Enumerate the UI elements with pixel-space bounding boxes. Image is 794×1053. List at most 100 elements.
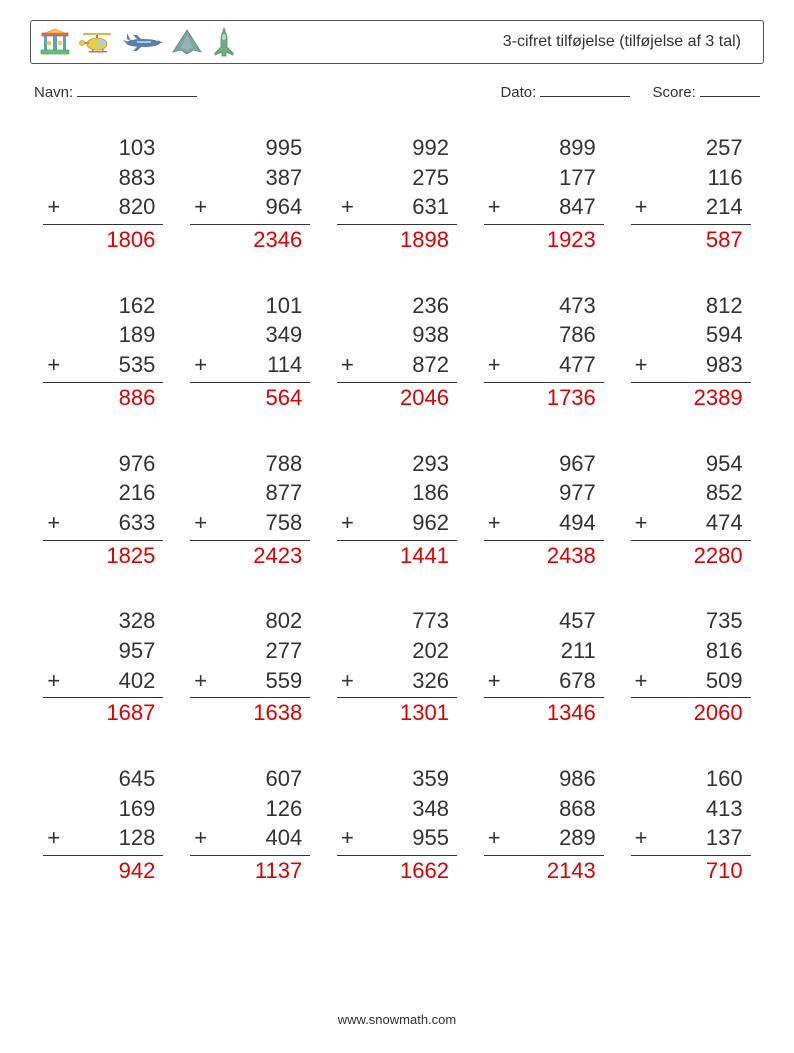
date-blank[interactable] bbox=[540, 82, 630, 97]
answer: 2046 bbox=[337, 383, 457, 413]
addend-2: 387 bbox=[220, 163, 310, 193]
addend-2: 786 bbox=[514, 320, 604, 350]
addend-3: 872 bbox=[367, 350, 457, 380]
carousel-icon bbox=[39, 27, 71, 57]
answer: 2143 bbox=[484, 856, 604, 886]
addend-1: 160 bbox=[661, 764, 751, 794]
addend-1: 899 bbox=[514, 133, 604, 163]
answer: 587 bbox=[631, 225, 751, 255]
addend-3: 758 bbox=[220, 508, 310, 538]
addition-problem: 986868+2892143 bbox=[484, 764, 604, 886]
addend-1: 954 bbox=[661, 449, 751, 479]
addition-problem: 995387+9642346 bbox=[190, 133, 310, 255]
date-field: Dato: bbox=[500, 82, 630, 101]
addend-1: 473 bbox=[514, 291, 604, 321]
plus-operator: + bbox=[484, 666, 514, 696]
plus-operator: + bbox=[337, 823, 367, 853]
addend-1: 788 bbox=[220, 449, 310, 479]
addend-3: 983 bbox=[661, 350, 751, 380]
plus-operator: + bbox=[190, 508, 220, 538]
addition-problem: 293186+9621441 bbox=[337, 449, 457, 571]
addend-3: 477 bbox=[514, 350, 604, 380]
addend-1: 236 bbox=[367, 291, 457, 321]
plus-operator: + bbox=[337, 508, 367, 538]
addend-3: 962 bbox=[367, 508, 457, 538]
plus-operator: + bbox=[43, 350, 73, 380]
addend-3: 137 bbox=[661, 823, 751, 853]
answer: 1137 bbox=[190, 856, 310, 886]
addend-3: 955 bbox=[367, 823, 457, 853]
addend-3: 494 bbox=[514, 508, 604, 538]
addend-3: 509 bbox=[661, 666, 751, 696]
plus-operator: + bbox=[43, 192, 73, 222]
addition-problem: 236938+8722046 bbox=[337, 291, 457, 413]
addend-2: 126 bbox=[220, 794, 310, 824]
answer: 2438 bbox=[484, 541, 604, 571]
plus-operator: + bbox=[190, 192, 220, 222]
addition-problem: 473786+4771736 bbox=[484, 291, 604, 413]
answer: 1736 bbox=[484, 383, 604, 413]
addition-problem: 992275+6311898 bbox=[337, 133, 457, 255]
addition-problem: 735816+5092060 bbox=[631, 606, 751, 728]
addition-problem: 359348+9551662 bbox=[337, 764, 457, 886]
addend-3: 128 bbox=[73, 823, 163, 853]
addend-2: 413 bbox=[661, 794, 751, 824]
addend-3: 631 bbox=[367, 192, 457, 222]
addend-2: 202 bbox=[367, 636, 457, 666]
addition-problem: 103883+8201806 bbox=[43, 133, 163, 255]
addend-3: 820 bbox=[73, 192, 163, 222]
addend-3: 289 bbox=[514, 823, 604, 853]
addend-1: 328 bbox=[73, 606, 163, 636]
plus-operator: + bbox=[43, 823, 73, 853]
plus-operator: + bbox=[631, 192, 661, 222]
answer: 1301 bbox=[337, 698, 457, 728]
worksheet-title: 3-cifret tilføjelse (tilføjelse af 3 tal… bbox=[503, 33, 753, 51]
addend-3: 214 bbox=[661, 192, 751, 222]
addend-3: 678 bbox=[514, 666, 604, 696]
addition-problem: 788877+7582423 bbox=[190, 449, 310, 571]
plus-operator: + bbox=[43, 508, 73, 538]
name-field: Navn: bbox=[34, 82, 197, 101]
addend-1: 812 bbox=[661, 291, 751, 321]
addend-2: 275 bbox=[367, 163, 457, 193]
addition-problem: 160413+137710 bbox=[631, 764, 751, 886]
addend-2: 852 bbox=[661, 478, 751, 508]
score-blank[interactable] bbox=[700, 82, 760, 97]
header-icons bbox=[39, 27, 237, 57]
addend-1: 293 bbox=[367, 449, 457, 479]
airplane-icon bbox=[123, 29, 163, 55]
addend-1: 802 bbox=[220, 606, 310, 636]
addition-problem: 773202+3261301 bbox=[337, 606, 457, 728]
name-label: Navn: bbox=[34, 84, 73, 101]
addend-2: 189 bbox=[73, 320, 163, 350]
addend-3: 402 bbox=[73, 666, 163, 696]
addition-problem: 812594+9832389 bbox=[631, 291, 751, 413]
worksheet-page: 3-cifret tilføjelse (tilføjelse af 3 tal… bbox=[0, 0, 794, 1053]
plus-operator: + bbox=[337, 192, 367, 222]
addend-2: 116 bbox=[661, 163, 751, 193]
header-box: 3-cifret tilføjelse (tilføjelse af 3 tal… bbox=[30, 20, 764, 64]
answer: 886 bbox=[43, 383, 163, 413]
addend-3: 535 bbox=[73, 350, 163, 380]
addend-1: 607 bbox=[220, 764, 310, 794]
addend-2: 211 bbox=[514, 636, 604, 666]
name-blank[interactable] bbox=[77, 82, 197, 97]
answer: 1441 bbox=[337, 541, 457, 571]
addend-2: 868 bbox=[514, 794, 604, 824]
problems-grid: 103883+8201806995387+9642346992275+63118… bbox=[30, 133, 764, 886]
answer: 2423 bbox=[190, 541, 310, 571]
addend-2: 877 bbox=[220, 478, 310, 508]
plus-operator: + bbox=[337, 666, 367, 696]
answer: 1346 bbox=[484, 698, 604, 728]
addend-1: 967 bbox=[514, 449, 604, 479]
addend-2: 883 bbox=[73, 163, 163, 193]
answer: 1662 bbox=[337, 856, 457, 886]
addition-problem: 967977+4942438 bbox=[484, 449, 604, 571]
plus-operator: + bbox=[190, 666, 220, 696]
date-label: Dato: bbox=[500, 84, 536, 101]
addend-2: 177 bbox=[514, 163, 604, 193]
addend-3: 326 bbox=[367, 666, 457, 696]
addend-3: 633 bbox=[73, 508, 163, 538]
addition-problem: 954852+4742280 bbox=[631, 449, 751, 571]
addition-problem: 899177+8471923 bbox=[484, 133, 604, 255]
